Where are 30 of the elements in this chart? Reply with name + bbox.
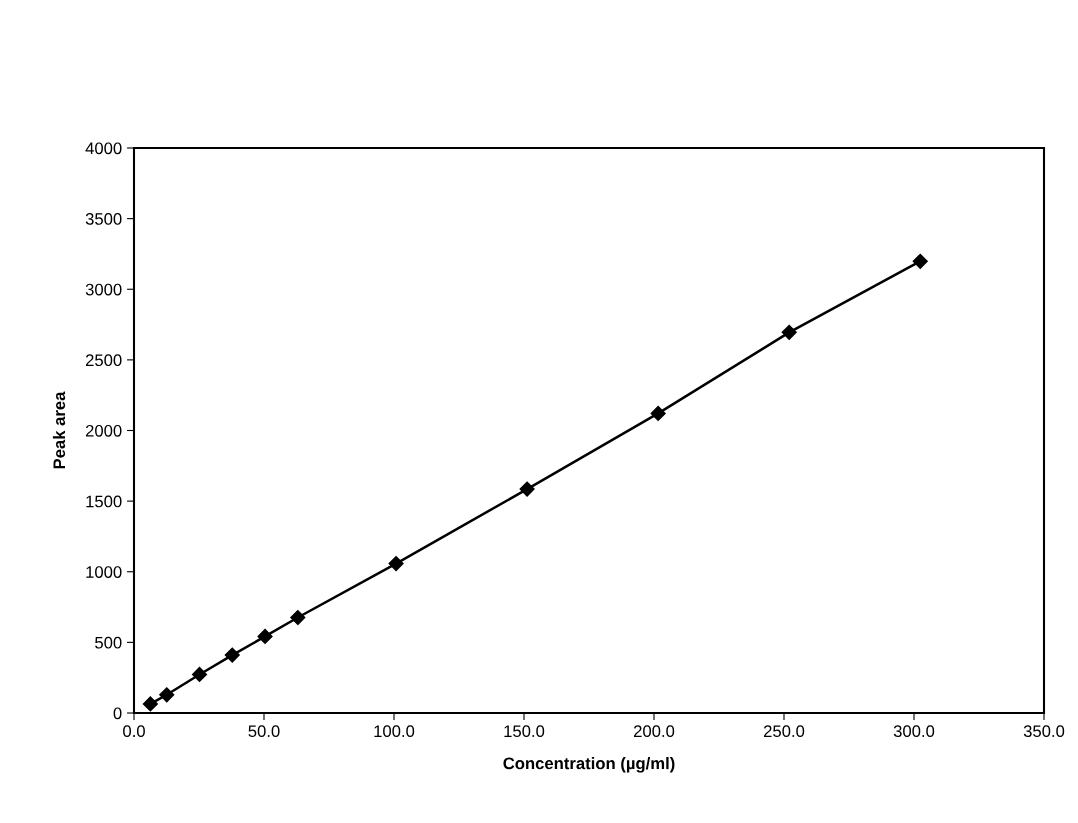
x-tick-label: 0.0 — [123, 725, 145, 738]
y-tick-label: 500 — [95, 636, 122, 649]
point — [290, 609, 306, 626]
point — [159, 687, 175, 703]
x-tick-label: 100.0 — [374, 725, 415, 738]
y-tick-label: 1000 — [86, 566, 122, 578]
point — [224, 647, 240, 663]
point — [257, 628, 273, 645]
x-tick-label: 300.0 — [893, 725, 935, 738]
y-tick-label: 4000 — [85, 142, 122, 155]
point — [388, 555, 404, 572]
point — [650, 405, 666, 421]
x-tick-label: 200.0 — [633, 725, 675, 738]
y-tick-label: 2500 — [85, 354, 122, 367]
x-tick-label: 350.0 — [1023, 725, 1065, 738]
x-tick-label: 250.0 — [763, 725, 805, 738]
x-axis-title: Concentration (µg/ml) — [503, 757, 675, 773]
point — [142, 696, 158, 712]
y-tick-label: 1500 — [86, 495, 122, 508]
point — [912, 253, 928, 269]
point — [191, 666, 208, 683]
y-tick-label: 3500 — [85, 213, 122, 225]
y-tick-label: 3000 — [85, 283, 122, 296]
y-tick-label: 2000 — [85, 424, 122, 437]
y-axis-title: Peak area — [52, 391, 66, 469]
x-tick-label: 150.0 — [504, 725, 545, 738]
point — [519, 481, 535, 497]
x-tick-label: 50.0 — [248, 725, 280, 738]
y-tick-label: 0 — [113, 707, 122, 720]
point — [781, 324, 797, 340]
